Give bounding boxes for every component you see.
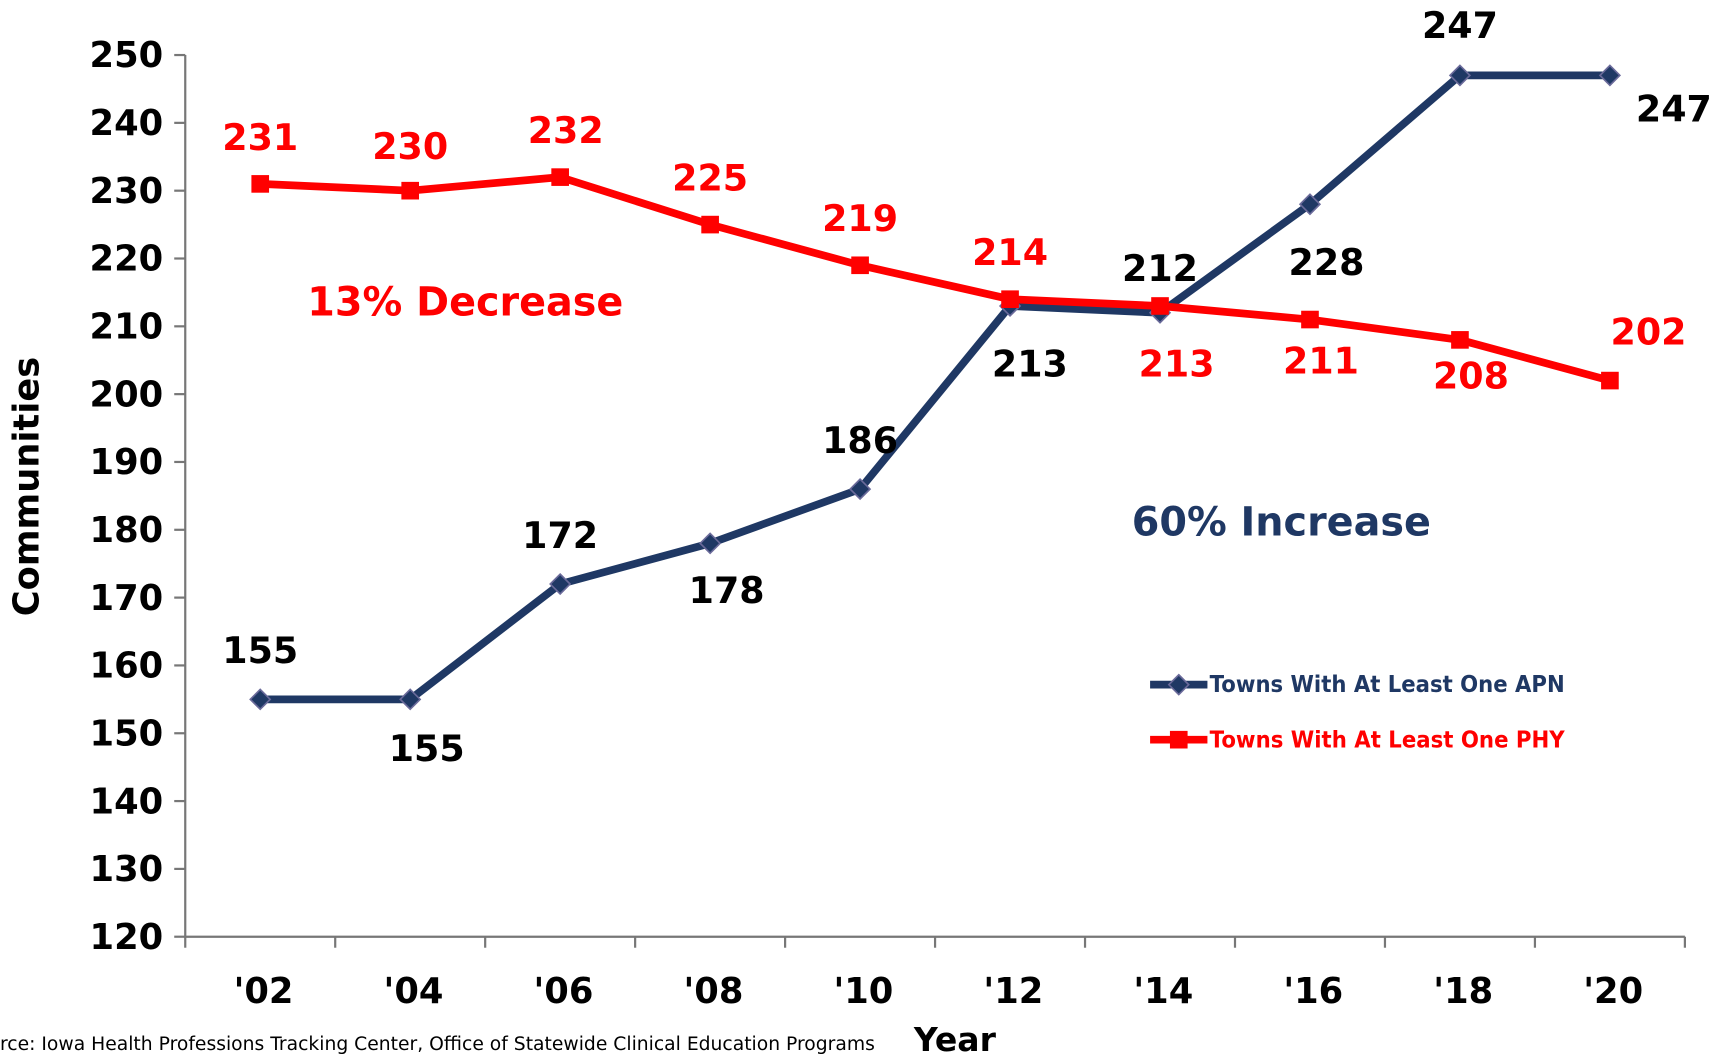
data-label: 186 [822,419,898,462]
x-tick-label: '18 [1433,971,1493,1012]
x-tick-label: '12 [983,971,1043,1012]
data-label: 219 [822,197,898,240]
data-label: 231 [222,116,298,159]
y-tick-label: 190 [90,442,164,483]
point [249,688,272,711]
data-label: 212 [1122,247,1198,290]
point [1167,673,1190,696]
x-tick-label: '08 [683,971,743,1012]
y-axis-label: Communities [7,357,48,616]
x-tick-label: '02 [234,971,294,1012]
point [1001,290,1019,309]
point [1601,371,1619,390]
y-tick-label: 220 [90,239,164,280]
data-label: 155 [222,629,298,672]
x-tick-label: '04 [384,971,444,1012]
point [851,256,869,275]
point [699,532,722,555]
y-tick-label: 150 [90,713,164,754]
annotation: 60% Increase [1132,500,1431,546]
data-label: 213 [992,343,1068,386]
data-label: 230 [372,125,448,168]
point [1598,64,1622,87]
series-line [260,71,1610,704]
y-tick-label: 160 [90,646,164,687]
point [401,181,420,200]
y-tick-label: 130 [90,849,164,890]
y-tick-label: 180 [90,510,164,551]
data-label: 155 [389,727,465,770]
x-tick-label: '10 [833,971,893,1012]
point [551,168,569,186]
y-tick-label: 210 [90,307,164,348]
y-tick-label: 240 [90,103,164,144]
point [251,175,270,193]
annotation: 13% Decrease [307,279,623,325]
y-tick-label: 120 [90,917,164,958]
data-label: 208 [1433,354,1509,397]
data-label: 211 [1283,340,1359,383]
data-label: 213 [1139,343,1215,386]
data-label: 225 [672,157,748,200]
series-line [260,173,1611,385]
point [1169,730,1188,749]
point [399,688,422,711]
y-tick-label: 170 [90,578,164,619]
x-tick-label: '06 [534,971,594,1012]
x-tick-label: '20 [1583,971,1643,1012]
point [848,478,872,501]
point [1448,64,1472,87]
source-note: rce: Iowa Health Professions Tracking Ce… [0,1034,875,1055]
x-tick-label: '16 [1283,971,1343,1012]
point [701,215,719,234]
point [1151,297,1169,315]
data-label: 232 [528,109,604,152]
data-label: 228 [1289,241,1365,284]
y-tick-label: 250 [90,35,164,76]
data-label: 172 [522,514,598,557]
x-axis-label: Year [913,1020,997,1059]
y-tick-label: 230 [90,171,164,212]
data-label: 247 [1636,88,1712,131]
data-label: 202 [1611,310,1687,353]
y-tick-label: 200 [90,374,164,415]
y-tick-label: 140 [90,781,164,822]
data-label: 247 [1422,4,1498,47]
legend-label: Towns With At Least One PHY [1210,727,1565,753]
legend-label: Towns With At Least One APN [1210,672,1565,698]
point [549,572,572,596]
x-tick-label: '14 [1133,971,1193,1012]
point [1301,310,1319,329]
data-label: 178 [689,569,765,612]
data-label: 214 [972,231,1048,274]
point [1451,331,1469,349]
point [1298,193,1322,216]
